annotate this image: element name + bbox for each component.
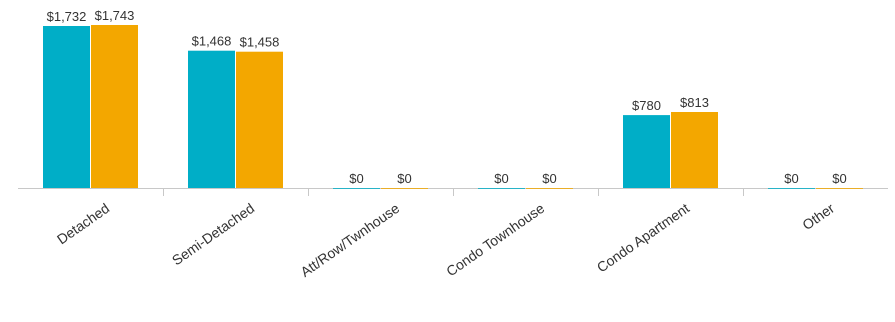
bar-semi-detached-s2 (236, 51, 283, 189)
data-label: $1,743 (95, 8, 135, 23)
bar-condo-apartment-s2 (671, 112, 718, 188)
data-label: $0 (832, 171, 846, 186)
bar-condo-townhouse-s1 (478, 188, 525, 189)
bar-att-row-twnhouse-s1 (333, 188, 380, 189)
bar-condo-townhouse-s2 (526, 188, 573, 189)
data-label: $780 (632, 98, 661, 113)
data-label: $0 (349, 171, 363, 186)
data-label: $0 (784, 171, 798, 186)
x-tick-label: Other (799, 200, 837, 233)
bar-att-row-twnhouse-s2 (381, 188, 428, 189)
x-tick-label: Att/Row/Twnhouse (297, 200, 402, 280)
data-label: $813 (680, 95, 709, 110)
data-label: $0 (542, 171, 556, 186)
data-label: $0 (494, 171, 508, 186)
x-tick-label: Condo Apartment (594, 200, 693, 276)
x-tick-label: Detached (54, 200, 112, 247)
bar-detached-s2 (91, 25, 138, 188)
x-tick-label: Condo Townhouse (443, 200, 547, 280)
bar-semi-detached-s1 (188, 50, 235, 189)
bar-detached-s1 (43, 26, 90, 188)
bar-other-s1 (768, 188, 815, 189)
data-label: $0 (397, 171, 411, 186)
bar-other-s2 (816, 188, 863, 189)
data-label: $1,468 (192, 34, 232, 49)
data-label: $1,458 (240, 35, 280, 50)
data-label: $1,732 (47, 9, 87, 24)
bar-condo-apartment-s1 (623, 115, 670, 188)
x-tick-label: Semi-Detached (169, 200, 257, 268)
